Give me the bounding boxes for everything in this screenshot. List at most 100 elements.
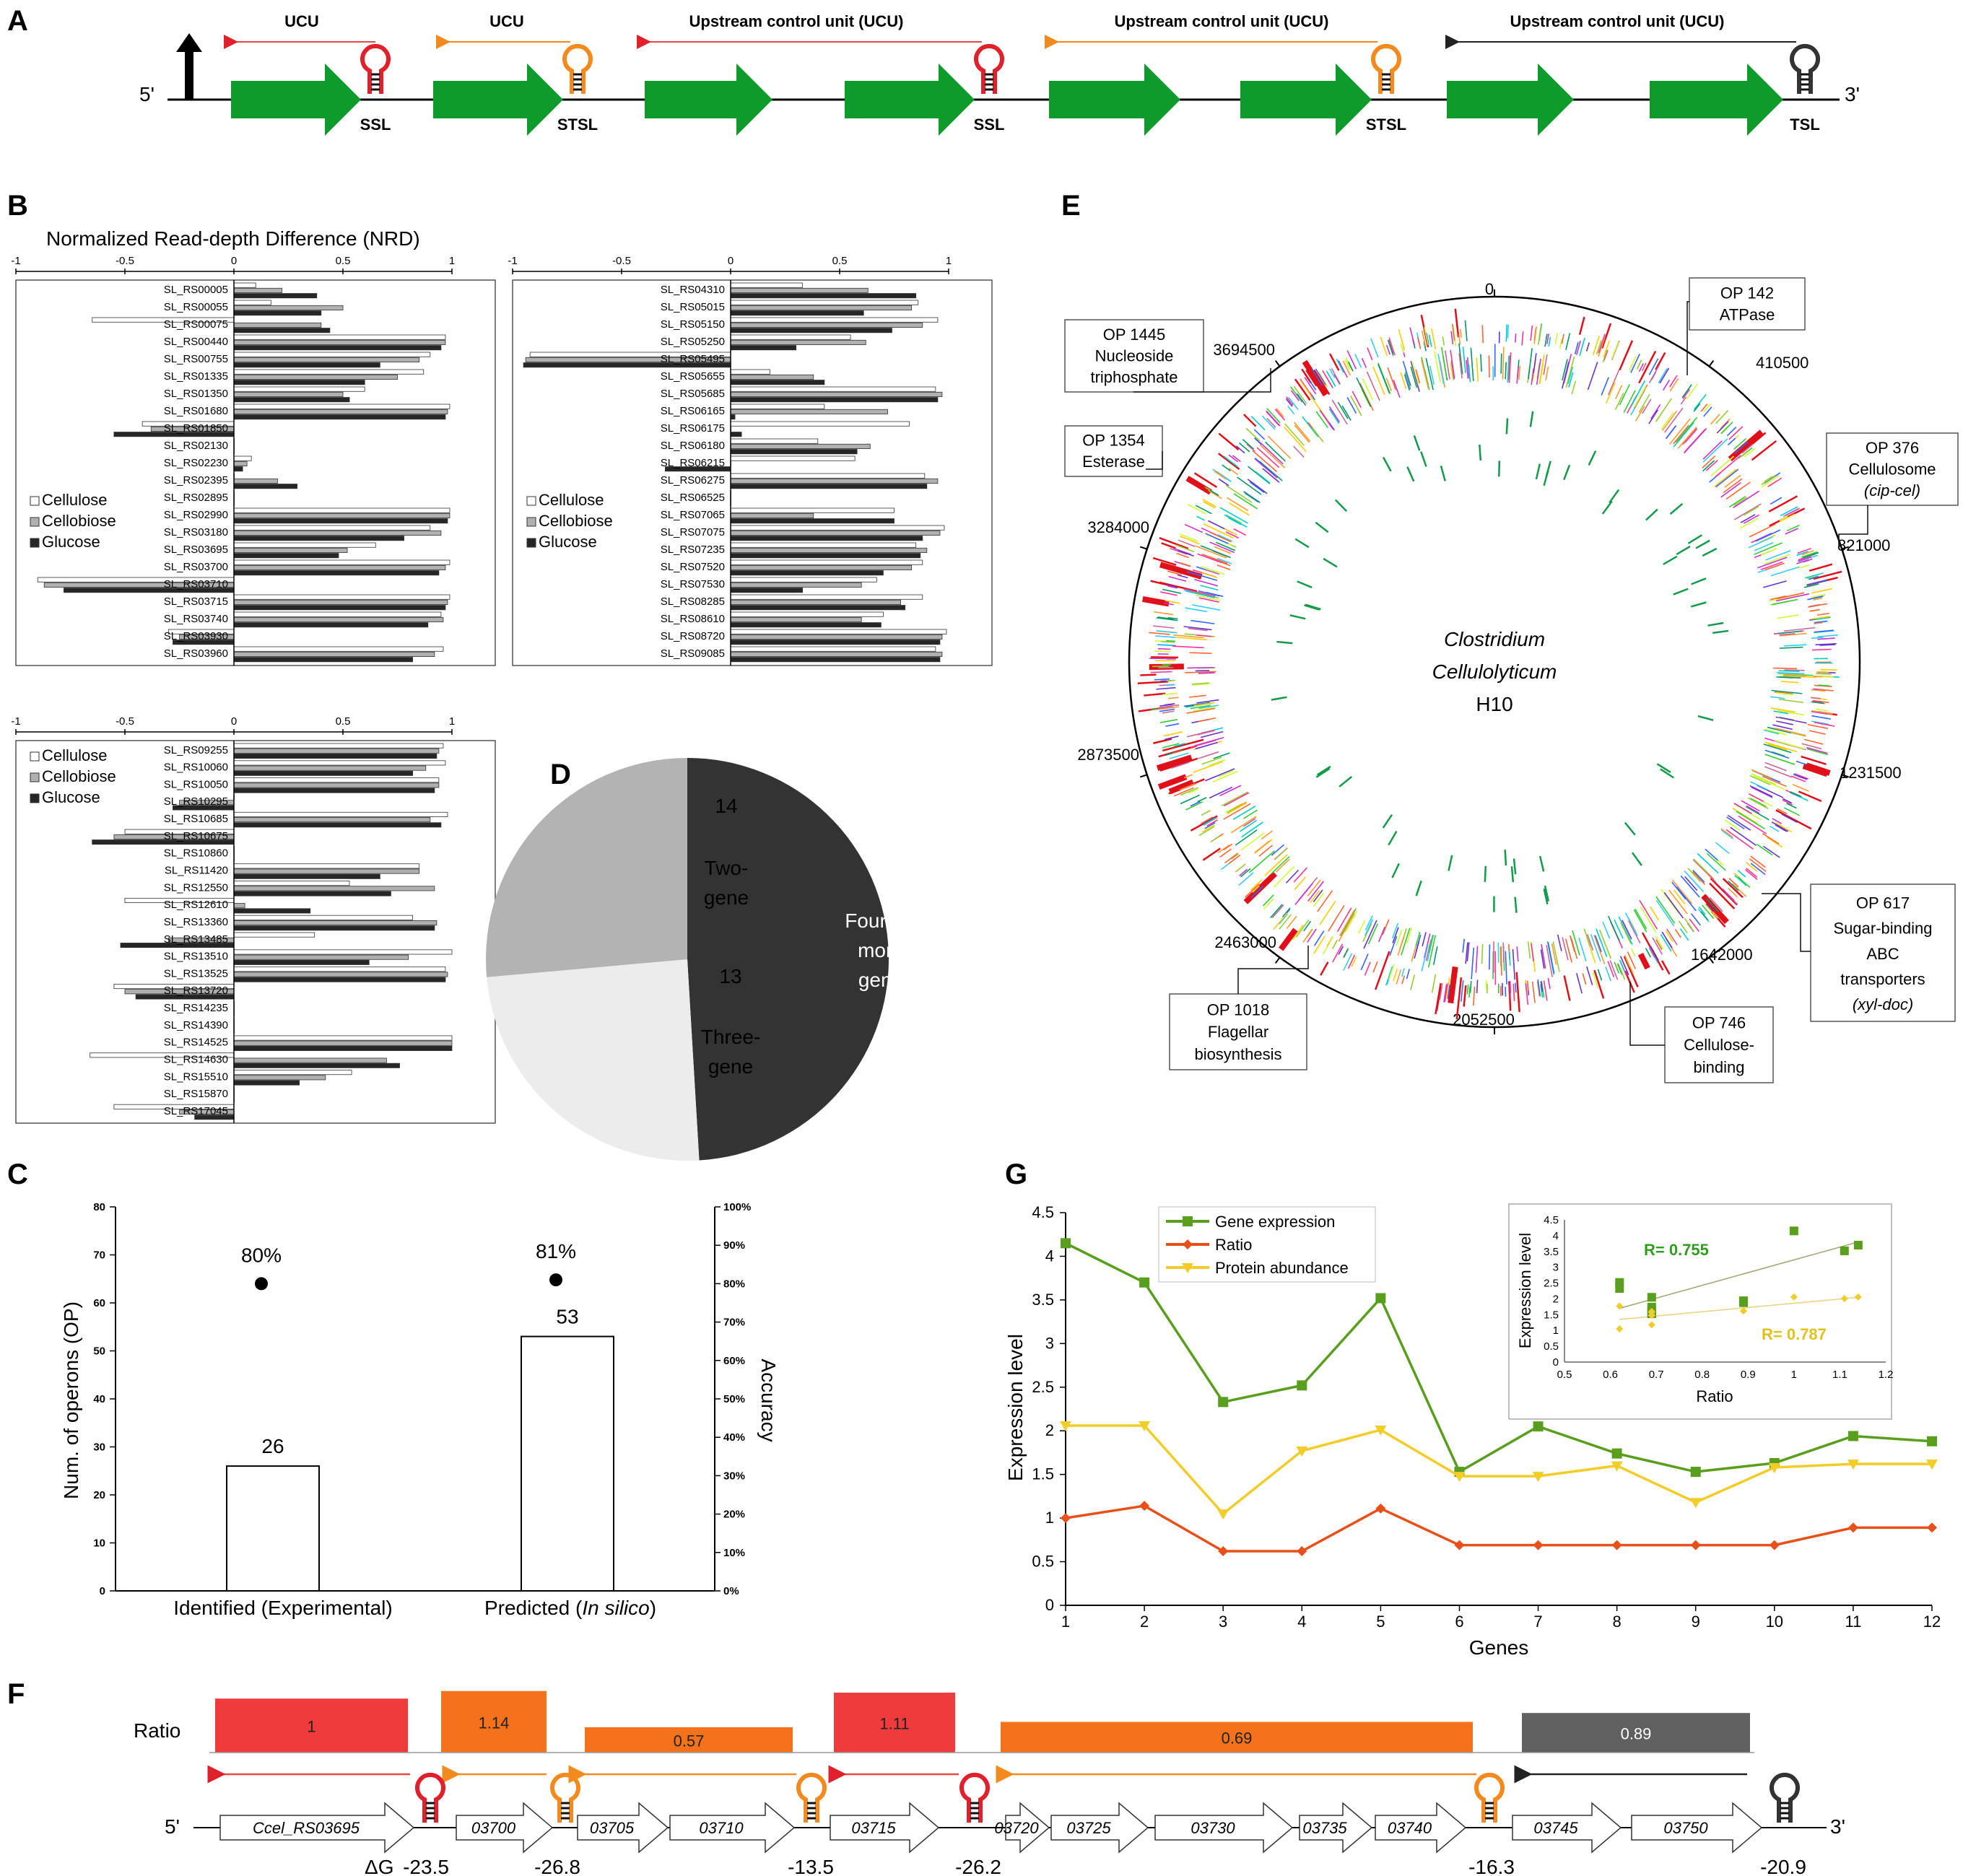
gene-ring-mark [1798,556,1812,562]
data-point [1611,1540,1622,1550]
accuracy-label: 81% [536,1240,576,1262]
inner-track-mark [1406,466,1415,482]
gene-ring-mark [1471,947,1475,980]
gene-ring-mark [1728,496,1746,508]
gene-ring-mark [1820,668,1837,671]
nrd-bar [233,788,435,793]
gene-ring-mark [1547,977,1551,990]
data-point [1218,1546,1229,1557]
gene-ring-mark [1458,343,1463,375]
gene-ring-mark [1185,607,1208,613]
gene-ring-mark [1172,750,1183,754]
gene-ring-mark [1370,338,1379,358]
gene-ring-mark [1264,854,1288,876]
operon-tick [1294,378,1311,401]
gene-ring-mark [1226,515,1242,524]
gene-ring-mark [1785,508,1799,516]
gene-ring-mark [1706,852,1726,871]
gene-ring-mark [1279,914,1292,930]
gene-ring-mark [1388,337,1396,356]
gene-ring-mark [1392,927,1399,943]
gene-ring-mark [1614,385,1623,400]
gene-ring-mark [1565,333,1571,351]
terminator-icon [1474,1772,1505,1823]
stem-loop-outline [1371,43,1401,94]
gene-ring-mark [1344,359,1351,370]
gene-label: SL_RS09085 [661,647,725,660]
gene-ring-mark [1541,980,1545,998]
gene-ring-mark [1233,493,1258,510]
inner-track-mark [1697,715,1714,721]
callout-text: binding [1694,1058,1745,1076]
gene-ring-mark [1445,977,1450,998]
gene-ring-mark [1201,810,1211,816]
scatter-point [1854,1293,1862,1301]
gene-ring-mark [1396,930,1403,946]
gene-ring-mark [1192,683,1211,686]
gene-ring-mark [1267,435,1292,459]
gene-ring-mark [1777,808,1788,815]
inner-track-mark [1339,776,1353,788]
ucu-label: Upstream control unit (UCU) [1115,12,1329,30]
gene-ring-mark [1425,332,1429,345]
stem-loop-outline [1770,1772,1800,1823]
gene-ring-mark [1475,946,1479,973]
gene-ring-mark [1393,380,1401,398]
gene-label: SL_RS03710 [164,578,228,590]
gene-ring-mark [1812,700,1824,704]
nrd-bar [233,743,444,749]
y2-tick-label: 100% [723,1201,751,1213]
gene-ring-mark [1261,830,1273,840]
operon-tick [1218,432,1240,451]
nrd-bar [233,972,448,977]
gene-ring-mark [1548,336,1551,347]
gene-arrow [1005,1802,1050,1854]
gene-ring-mark [1202,499,1216,507]
callout-text: biosynthesis [1194,1045,1281,1063]
gene-ring-mark [1223,803,1251,820]
gene-ring-mark [1811,715,1831,720]
legend-marker [1182,1263,1193,1273]
gene-ring-mark [1747,797,1769,809]
nrd-bar [233,1063,400,1068]
nrd-bar [730,640,941,645]
gene-ring-mark [1156,630,1178,634]
nrd-bar [730,293,917,299]
operon-tick [1709,882,1736,909]
ratio-value-label: 0.57 [674,1732,705,1750]
panel-label-b: B [7,190,28,222]
gene-ring-mark [1380,336,1388,357]
gene-arrow [231,64,361,136]
gene-ring-mark [1231,853,1239,860]
gene-ring-mark [1293,867,1307,883]
gene-ring-mark [1174,743,1186,747]
gene-ring-mark [1262,468,1280,483]
gene-ring-mark [1751,532,1772,544]
nrd-bar [233,300,271,305]
gene-ring-mark [1567,367,1573,384]
gene-ring-mark [1619,384,1630,406]
gene-ring-mark [1811,588,1832,594]
gene-ring-mark [1200,585,1219,591]
gene-ring-mark [1666,928,1678,946]
gene-ring-mark [1737,870,1746,878]
operon-tick [1563,975,1571,1001]
gene-ring-mark [1764,762,1787,772]
inner-track-mark [1448,855,1453,871]
gene-ring-mark [1197,797,1207,803]
gene-ring-mark [1737,876,1751,888]
legend-swatch [30,772,40,782]
gene-ring-mark [1762,775,1787,788]
gene-label: SL_RS06180 [661,440,725,452]
gene-ring-mark [1661,412,1674,430]
gene-label: SL_RS13485 [164,933,228,946]
gene-ring-mark [1760,561,1783,570]
gene-ring-mark [1156,686,1176,690]
gene-ring-mark [1422,932,1427,947]
gene-ring-mark [1206,819,1218,826]
terminator-icon [796,1772,827,1823]
gene-ring-mark [1175,544,1195,553]
gene-ring-mark [1732,808,1758,824]
gene-ring-mark [1156,616,1178,621]
panel-g: G 00.511.522.533.544.51 2 3 4 5 6 7 8 9 10 11 12Exp… [1004,1159,1941,1659]
